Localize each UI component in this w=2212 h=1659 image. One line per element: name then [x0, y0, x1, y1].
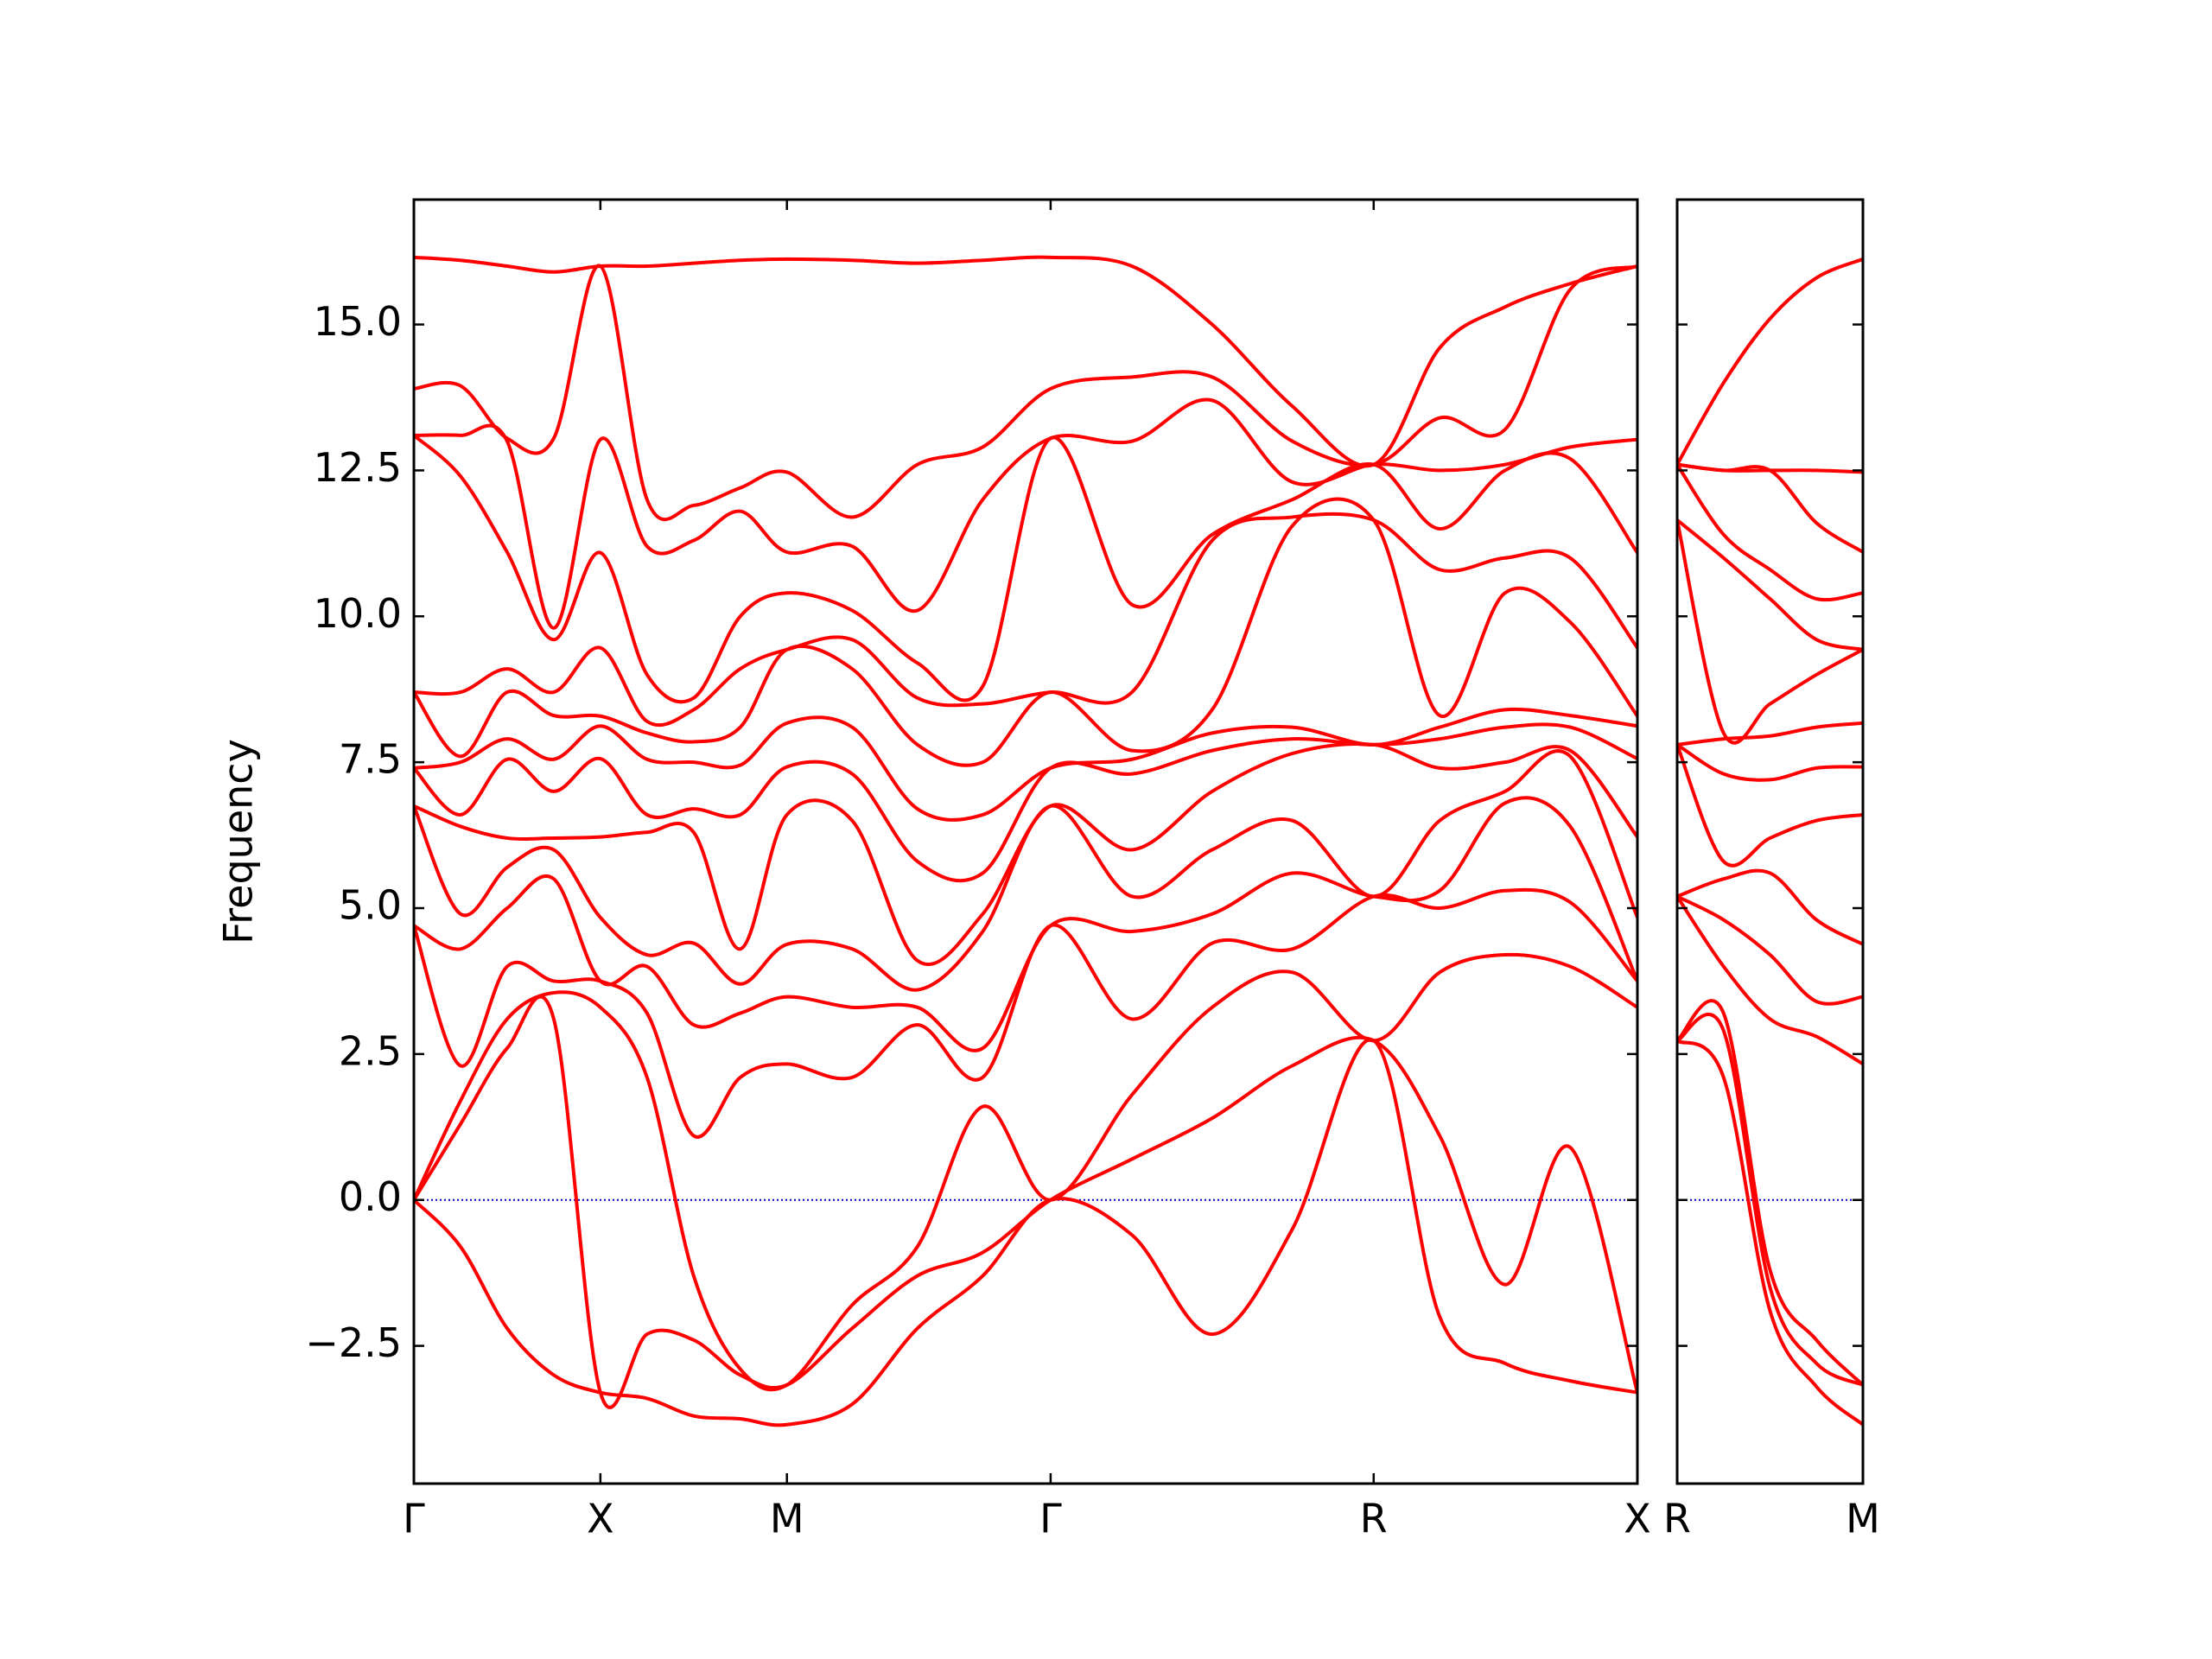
x-tick-label: R — [1360, 1496, 1388, 1542]
y-tick-label: 2.5 — [339, 1027, 402, 1074]
band-line — [1677, 895, 1863, 1066]
band-line — [1677, 518, 1863, 652]
band-line — [414, 255, 1637, 468]
band-line — [414, 264, 1637, 522]
band-line — [414, 741, 1637, 967]
x-tick-label: Γ — [403, 1496, 425, 1542]
band-line — [1677, 744, 1863, 868]
y-tick-label: 15.0 — [314, 298, 402, 345]
y-tick-label: 12.5 — [314, 444, 402, 491]
band-line — [414, 796, 1637, 1052]
y-tick-label: 5.0 — [339, 882, 402, 929]
band-line — [1677, 1039, 1863, 1427]
x-tick-label: M — [770, 1496, 804, 1542]
band-line — [1677, 1013, 1863, 1387]
band-line — [1677, 463, 1863, 602]
band-line — [414, 995, 1637, 1409]
axes-frame — [412, 198, 1639, 1485]
band-line — [1677, 743, 1863, 782]
x-tick-label: X — [587, 1496, 614, 1542]
band-line — [414, 707, 1637, 822]
axes-frame — [1675, 198, 1865, 1485]
y-axis-label: Frequency — [215, 739, 262, 944]
band-line — [414, 434, 1637, 704]
y-tick-label: 0.0 — [339, 1173, 402, 1220]
band-line — [1677, 257, 1863, 466]
x-tick-label: R — [1663, 1496, 1691, 1542]
plot-area — [1677, 257, 1863, 1427]
band-line — [1677, 894, 1863, 1006]
x-tick-label: Γ — [1039, 1496, 1062, 1542]
band-line — [414, 512, 1637, 728]
band-line — [1677, 999, 1863, 1387]
plot-area — [414, 255, 1637, 1427]
band-line — [1677, 721, 1863, 747]
band-line — [414, 497, 1637, 767]
band-line — [414, 749, 1637, 992]
y-tick-label: 7.5 — [339, 736, 402, 783]
x-tick-label: X — [1624, 1496, 1651, 1542]
band-line — [414, 722, 1637, 883]
band-line — [414, 1038, 1637, 1427]
band-line — [414, 952, 1637, 1392]
band-line — [1677, 519, 1863, 745]
band-line — [1677, 868, 1863, 946]
x-tick-label: M — [1846, 1496, 1880, 1542]
band-line — [1677, 462, 1863, 474]
y-tick-label: 10.0 — [314, 590, 402, 637]
y-tick-label: −2.5 — [305, 1319, 402, 1366]
